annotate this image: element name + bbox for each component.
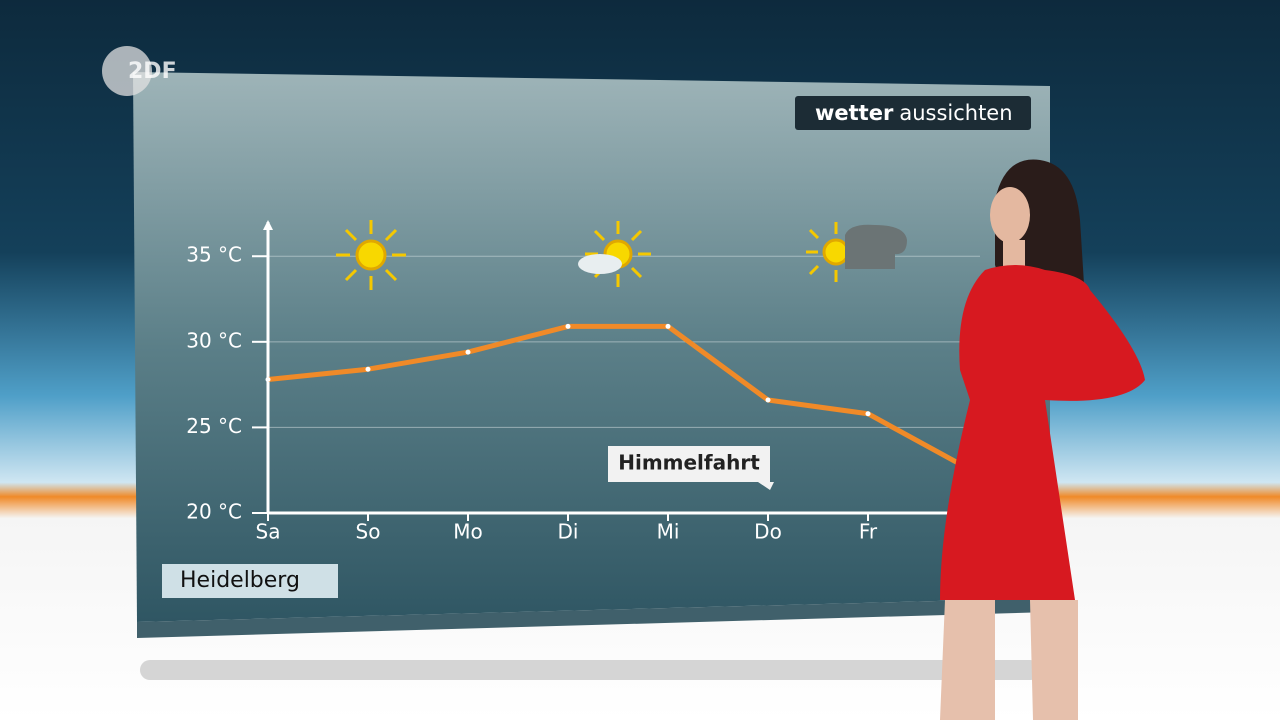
badge — [795, 96, 1031, 130]
data-point — [765, 397, 771, 403]
data-point — [665, 323, 671, 329]
x-tick-label: Di — [558, 520, 579, 544]
icon-sun-cloud — [578, 221, 651, 287]
x-tick-label: Do — [754, 520, 782, 544]
annotation-text: Himmelfahrt — [618, 451, 760, 475]
x-tick-label: So — [356, 520, 381, 544]
brand-logo: 2DF — [102, 46, 177, 96]
weather-board — [133, 72, 1050, 622]
annotation: Himmelfahrt — [608, 446, 774, 490]
data-point — [565, 323, 571, 329]
icon-sun — [336, 220, 406, 290]
y-tick-label: 35 °C — [186, 243, 242, 267]
logo-text: 2DF — [128, 59, 177, 84]
y-axis-arrow — [263, 220, 273, 230]
y-tick-label: 20 °C — [186, 500, 242, 524]
board-shadow — [140, 660, 1040, 680]
temperature-line — [267, 323, 970, 471]
presenter — [940, 159, 1145, 720]
data-point — [465, 349, 471, 355]
plot: 20 °C 25 °C 30 °C 35 °C Sa So Mo Di Mi Do Fr — [186, 220, 980, 544]
data-point — [865, 411, 871, 417]
badge-text: wetter aussichten — [815, 101, 1013, 125]
data-point — [365, 366, 371, 372]
badge-bold: wetter — [815, 101, 894, 125]
x-tick-label: Mi — [657, 520, 680, 544]
x-tick-label: Fr — [859, 520, 878, 544]
y-tick-label: 30 °C — [186, 328, 242, 352]
y-tick-label: 25 °C — [186, 414, 242, 438]
board-edge — [137, 598, 1050, 638]
location-label: Heidelberg — [180, 568, 300, 593]
icon-sun-cloudy — [806, 222, 907, 282]
data-point — [265, 376, 271, 382]
x-tick-label: Sa — [256, 520, 281, 544]
x-tick-label: Mo — [453, 520, 483, 544]
logo-circle — [102, 46, 152, 96]
badge-regular: aussichten — [899, 101, 1012, 125]
location-box — [162, 564, 338, 598]
